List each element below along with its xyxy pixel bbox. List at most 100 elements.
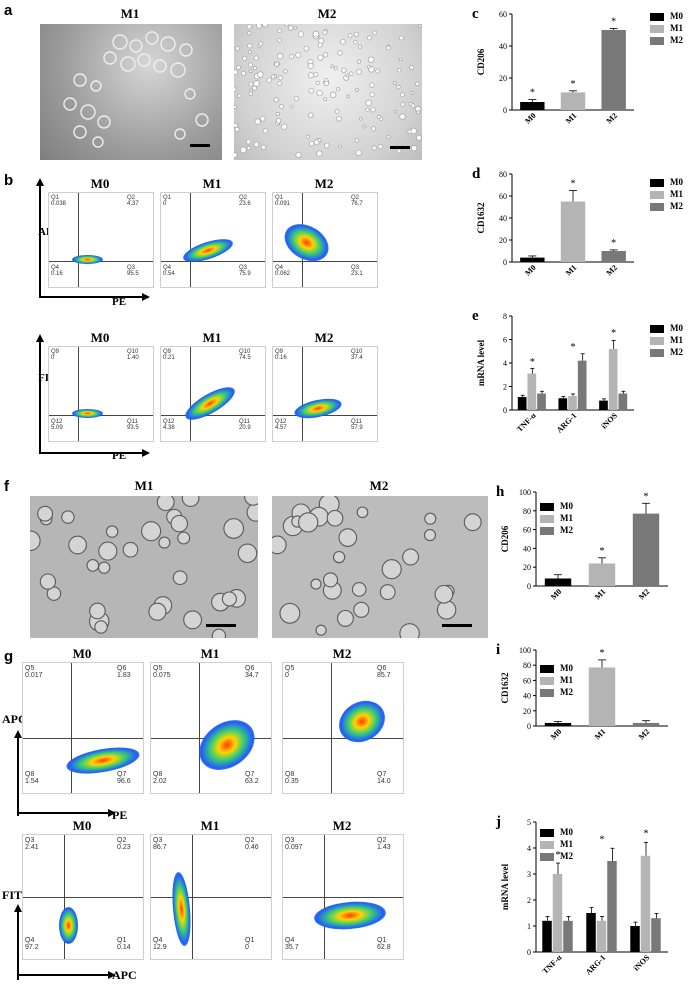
panel-f-title-m2: M2 <box>369 478 389 493</box>
cell <box>156 496 175 512</box>
gate-line-horizontal <box>161 415 265 416</box>
cell <box>355 149 362 156</box>
bar <box>632 722 660 726</box>
cell <box>415 81 420 86</box>
bar <box>544 722 572 726</box>
quadrant-percentage: 75.9 <box>239 271 251 277</box>
cell <box>253 80 260 87</box>
cell <box>183 610 203 630</box>
y-tick-label: 2 <box>503 383 507 392</box>
y-tick-label: 6 <box>503 336 507 345</box>
quadrant-label: Q9 0.16 <box>275 349 299 361</box>
cell <box>248 69 253 74</box>
y-tick-label: 40 <box>499 214 507 223</box>
legend-label: M2 <box>560 525 573 535</box>
g-row1-plot-title: M1 <box>200 646 220 661</box>
cell <box>353 40 358 45</box>
panel-label-e: e <box>472 308 479 324</box>
quadrant-percentage: 1.54 <box>25 778 39 785</box>
b-row2-axis-arrow <box>36 334 44 454</box>
quadrant-percentage: 34.7 <box>245 672 259 679</box>
quadrant-label: Q11 57.9 <box>351 419 375 431</box>
bar <box>596 920 607 952</box>
bar <box>544 578 572 586</box>
cell <box>263 128 269 134</box>
chart-j: j mRNA level 0 1 2 3 4 5 * TNF-α * ARG-1 * iNOS <box>495 814 668 977</box>
micrograph-a-m2-cells <box>234 24 422 159</box>
cell <box>353 31 359 37</box>
y-tick-label: 60 <box>523 676 531 685</box>
significance-mark: * <box>611 238 616 249</box>
legend-c: M0 M1 M2 <box>650 10 683 46</box>
legend-i: M0 M1 M2 <box>540 662 573 698</box>
cell <box>330 64 334 68</box>
g-row1-plot-title: M0 <box>72 646 92 661</box>
legend-swatch <box>650 202 664 211</box>
quadrant-percentage: 12.9 <box>153 944 167 951</box>
y-tick-label: 40 <box>499 42 507 51</box>
y-tick-label: 80 <box>523 661 531 670</box>
cell <box>356 506 369 519</box>
cell <box>315 624 327 636</box>
micrograph-a-m1-cells <box>63 31 209 148</box>
quadrant-percentage: 37.4 <box>351 355 363 361</box>
legend-swatch <box>540 828 554 837</box>
cell <box>246 145 251 151</box>
quadrant-label: Q3 2.41 <box>25 837 49 851</box>
cell <box>308 72 315 79</box>
cell <box>337 50 343 56</box>
quadrant-label: Q8 1.54 <box>25 771 49 785</box>
quadrant-percentage: 1.40 <box>127 355 139 361</box>
y-tick-label: 40 <box>523 692 531 701</box>
cell <box>377 143 383 150</box>
quadrant-percentage: 0 <box>245 944 249 951</box>
flow-cytometry-plot: Q5 0.075 Q6 34.7 Q7 63.2 Q8 2.02 <box>150 662 272 794</box>
cell <box>260 144 267 151</box>
panel-f-title-m1: M1 <box>134 478 154 493</box>
bar <box>640 855 651 952</box>
quadrant-percentage: 86.7 <box>153 844 167 851</box>
cell <box>298 512 319 533</box>
flow-cytometry-plot: Q1 0.038 Q2 4.37 Q3 95.5 Q4 0.16 <box>48 192 154 288</box>
legend-swatch <box>650 336 664 345</box>
cell <box>259 115 266 122</box>
cell <box>416 110 421 115</box>
cell <box>246 139 252 145</box>
y-axis-label: mRNA level <box>500 863 510 910</box>
cell <box>279 104 284 109</box>
legend-item: M1 <box>540 674 573 686</box>
cell <box>141 521 162 542</box>
quadrant-label: Q6 85.7 <box>377 665 401 679</box>
quadrant-name: Q5 <box>25 665 35 672</box>
cell <box>278 75 284 81</box>
quadrant-percentage: 20.9 <box>239 425 251 431</box>
quadrant-percentage: 57.9 <box>351 425 363 431</box>
cell <box>411 145 418 152</box>
scale-bar <box>442 624 472 627</box>
quadrant-name: Q4 <box>275 265 284 271</box>
x-tick-label: M2 <box>605 263 620 278</box>
y-tick-label: 3 <box>527 870 531 879</box>
cell <box>345 73 350 78</box>
y-tick-label: 80 <box>499 170 507 179</box>
significance-mark: * <box>611 328 616 339</box>
cell <box>324 142 330 149</box>
cell <box>400 92 405 98</box>
significance-mark: * <box>571 179 576 190</box>
x-tick-label: M1 <box>593 727 608 742</box>
quadrant-percentage: 14.0 <box>377 778 391 785</box>
cell <box>251 85 257 91</box>
cell <box>396 148 402 154</box>
g-row1-x-axis-label: PE <box>112 808 128 822</box>
quadrant-percentage: 0.075 <box>153 672 171 679</box>
y-tick-label: 0 <box>503 258 507 267</box>
gate-line-vertical <box>190 193 191 287</box>
cell <box>338 528 358 547</box>
gate-line-vertical <box>71 663 72 793</box>
y-tick-label: 0 <box>527 722 531 731</box>
quadrant-label: Q5 0.075 <box>153 665 177 679</box>
cell <box>416 134 422 141</box>
quadrant-label: Q7 63.2 <box>245 771 269 785</box>
cell <box>338 144 342 149</box>
quadrant-name: Q12 <box>163 419 175 425</box>
